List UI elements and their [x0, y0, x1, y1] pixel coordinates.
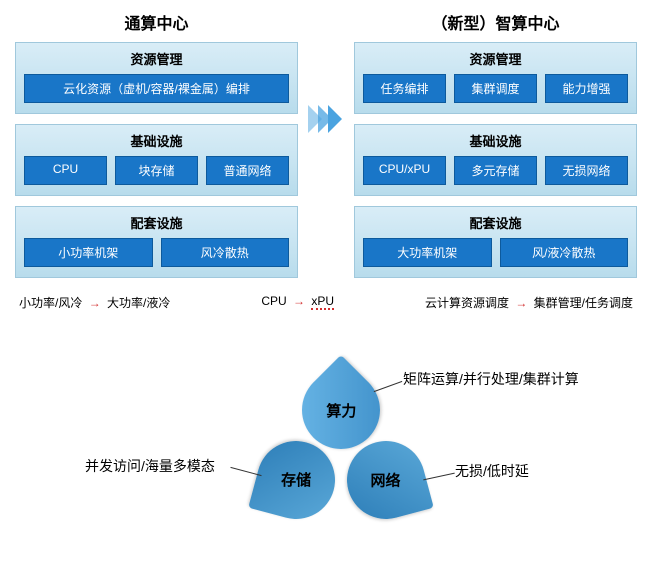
section-title: 资源管理: [24, 49, 289, 68]
item-block-storage: 块存储: [115, 156, 198, 185]
section-facility-left: 配套设施 小功率机架 风冷散热: [15, 206, 298, 278]
section-title: 资源管理: [363, 49, 628, 68]
item-task-orchestration: 任务编排: [363, 74, 446, 103]
petal-diagram: 算力 存储 网络 矩阵运算/并行处理/集群计算 并发访问/海量多模态 无损/低时…: [15, 341, 637, 571]
section-facility-right: 配套设施 大功率机架 风/液冷散热: [354, 206, 637, 278]
trans-after: 大功率/液冷: [107, 296, 170, 310]
item-cloud-resource: 云化资源（虚机/容器/裸金属）编排: [24, 74, 289, 103]
trans-after: xPU: [311, 294, 334, 310]
transition-cpu: CPU → xPU: [261, 294, 334, 311]
section-infra-right: 基础设施 CPU/xPU 多元存储 无损网络: [354, 124, 637, 196]
petal-label: 存储: [281, 470, 311, 491]
item-lossless-network: 无损网络: [545, 156, 628, 185]
desc-network: 无损/低时延: [455, 461, 529, 481]
left-title: 通算中心: [15, 10, 298, 34]
transition-cloud: 云计算资源调度 → 集群管理/任务调度: [425, 294, 633, 311]
section-title: 基础设施: [363, 131, 628, 150]
trans-before: 云计算资源调度: [425, 296, 509, 310]
item-high-power-rack: 大功率机架: [363, 238, 492, 267]
trans-before: CPU: [261, 294, 286, 308]
arrow-icon: →: [515, 296, 527, 310]
section-infra-left: 基础设施 CPU 块存储 普通网络: [15, 124, 298, 196]
item-cpu: CPU: [24, 156, 107, 185]
transitions-row: 小功率/风冷 → 大功率/液冷 CPU → xPU 云计算资源调度 → 集群管理…: [15, 294, 637, 311]
item-liquid-cooling: 风/液冷散热: [500, 238, 629, 267]
desc-storage: 并发访问/海量多模态: [85, 456, 215, 476]
section-title: 配套设施: [363, 213, 628, 232]
section-title: 配套设施: [24, 213, 289, 232]
connector-line: [374, 381, 403, 392]
double-chevron-icon: [308, 105, 344, 135]
arrow-icon: →: [293, 294, 305, 308]
trans-before: 小功率/风冷: [19, 296, 82, 310]
petal-label: 网络: [371, 469, 401, 490]
item-cluster-schedule: 集群调度: [454, 74, 537, 103]
transition-arrow: [306, 10, 346, 135]
left-column: 通算中心 资源管理 云化资源（虚机/容器/裸金属）编排 基础设施 CPU 块存储…: [15, 10, 298, 288]
desc-compute: 矩阵运算/并行处理/集群计算: [403, 369, 579, 389]
section-title: 基础设施: [24, 131, 289, 150]
item-capability-enhance: 能力增强: [545, 74, 628, 103]
connector-line: [423, 473, 455, 481]
right-column: （新型）智算中心 资源管理 任务编排 集群调度 能力增强 基础设施 CPU/xP…: [354, 10, 637, 288]
comparison-row: 通算中心 资源管理 云化资源（虚机/容器/裸金属）编排 基础设施 CPU 块存储…: [15, 10, 637, 288]
section-resource-mgmt-right: 资源管理 任务编排 集群调度 能力增强: [354, 42, 637, 114]
item-multi-storage: 多元存储: [454, 156, 537, 185]
item-air-cooling: 风冷散热: [161, 238, 290, 267]
petal-label: 算力: [326, 400, 356, 421]
item-cpu-xpu: CPU/xPU: [363, 156, 446, 185]
item-normal-network: 普通网络: [206, 156, 289, 185]
trans-after: 集群管理/任务调度: [534, 296, 633, 310]
arrow-icon: →: [89, 296, 101, 310]
right-title: （新型）智算中心: [354, 10, 637, 34]
section-resource-mgmt-left: 资源管理 云化资源（虚机/容器/裸金属）编排: [15, 42, 298, 114]
item-low-power-rack: 小功率机架: [24, 238, 153, 267]
transition-power: 小功率/风冷 → 大功率/液冷: [19, 294, 170, 311]
